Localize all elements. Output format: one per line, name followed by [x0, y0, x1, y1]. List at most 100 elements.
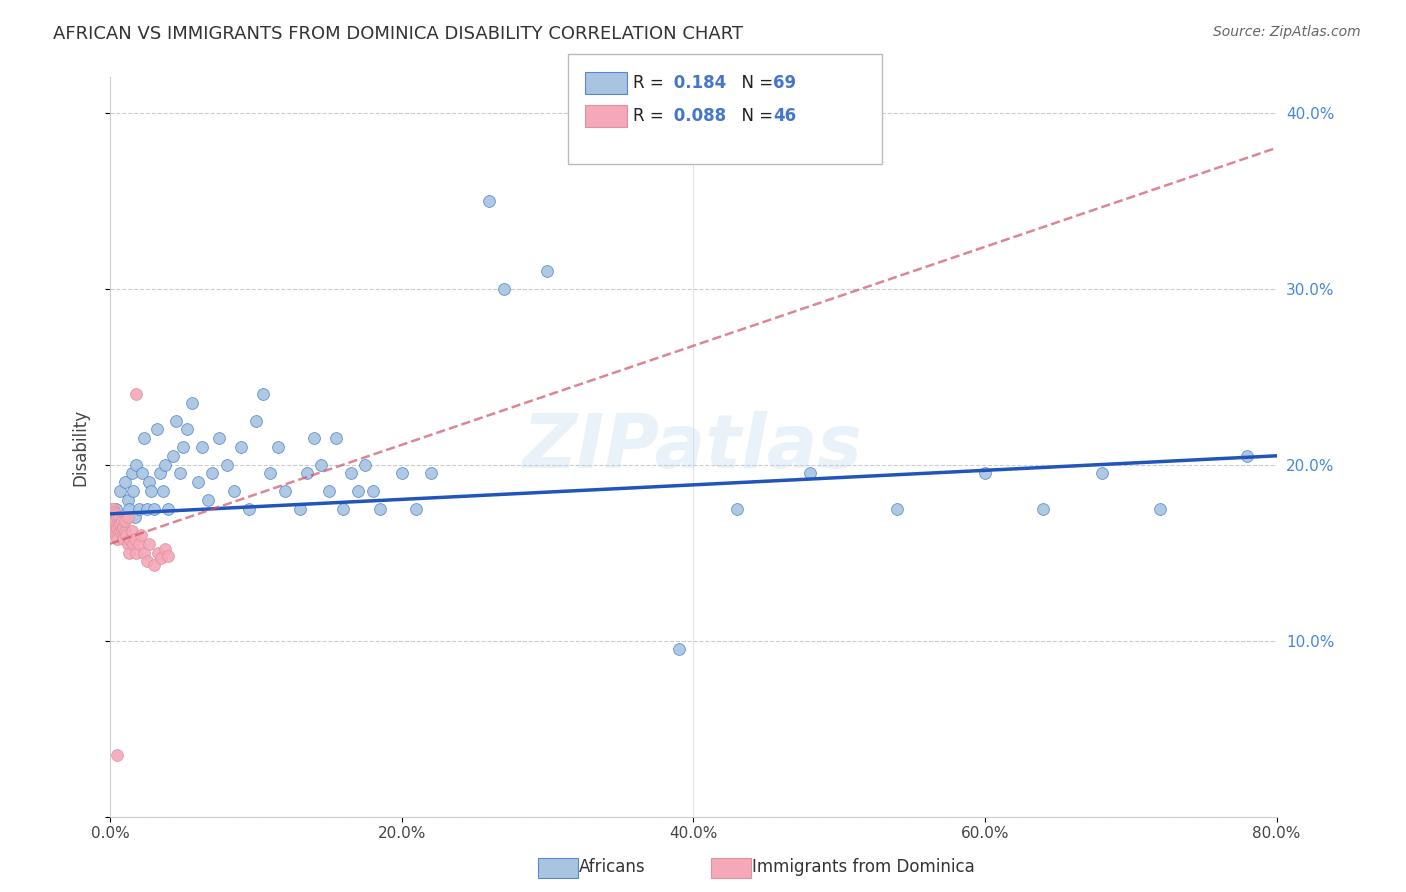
Point	[135, 501, 157, 516]
Point	[368, 501, 391, 516]
Text: Africans: Africans	[579, 858, 645, 876]
Point	[347, 483, 370, 498]
Point	[252, 387, 274, 401]
Point	[121, 524, 143, 539]
Point	[115, 528, 138, 542]
Point	[238, 501, 260, 516]
Point	[222, 483, 245, 498]
Point	[104, 528, 127, 542]
Point	[180, 396, 202, 410]
Point	[128, 537, 150, 551]
Point	[155, 458, 177, 472]
Point	[100, 501, 122, 516]
Point	[302, 431, 325, 445]
Point	[145, 422, 167, 436]
Point	[162, 449, 184, 463]
Point	[165, 414, 187, 428]
Point	[536, 264, 558, 278]
Point	[288, 501, 311, 516]
Text: N =: N =	[731, 107, 779, 125]
Point	[117, 537, 139, 551]
Point	[142, 501, 165, 516]
Point	[108, 519, 131, 533]
Point	[274, 483, 297, 498]
Point	[191, 440, 214, 454]
Point	[405, 501, 427, 516]
Point	[139, 483, 162, 498]
Point	[128, 501, 150, 516]
Point	[391, 467, 413, 481]
Point	[668, 642, 690, 657]
Point	[886, 501, 908, 516]
Point	[361, 483, 384, 498]
Point	[111, 514, 134, 528]
Point	[974, 467, 997, 481]
Point	[103, 505, 125, 519]
Point	[118, 546, 141, 560]
Point	[725, 501, 748, 516]
Point	[208, 431, 231, 445]
Point	[112, 532, 135, 546]
Point	[157, 549, 180, 563]
Point	[172, 440, 194, 454]
Text: AFRICAN VS IMMIGRANTS FROM DOMINICA DISABILITY CORRELATION CHART: AFRICAN VS IMMIGRANTS FROM DOMINICA DISA…	[53, 25, 744, 43]
Point	[135, 554, 157, 568]
Point	[150, 550, 173, 565]
Point	[122, 537, 145, 551]
Point	[155, 542, 177, 557]
Point	[259, 467, 281, 481]
Point	[148, 546, 170, 560]
Point	[267, 440, 290, 454]
Text: Immigrants from Dominica: Immigrants from Dominica	[752, 858, 974, 876]
Point	[1236, 449, 1258, 463]
Point	[149, 467, 172, 481]
Text: Source: ZipAtlas.com: Source: ZipAtlas.com	[1213, 25, 1361, 39]
Text: 46: 46	[773, 107, 796, 125]
Text: ZIPatlas: ZIPatlas	[523, 410, 863, 483]
Point	[121, 467, 143, 481]
Point	[157, 501, 180, 516]
Text: N =: N =	[731, 74, 779, 92]
Point	[114, 514, 136, 528]
Point	[142, 558, 165, 572]
Point	[101, 510, 124, 524]
Point	[1032, 501, 1054, 516]
Point	[103, 524, 125, 539]
Point	[325, 431, 347, 445]
Point	[1149, 501, 1171, 516]
Point	[354, 458, 377, 472]
Point	[132, 431, 155, 445]
Point	[108, 510, 131, 524]
Y-axis label: Disability: Disability	[72, 409, 89, 485]
Point	[197, 492, 219, 507]
Point	[176, 422, 198, 436]
Point	[112, 521, 135, 535]
Text: 0.184: 0.184	[668, 74, 725, 92]
Point	[125, 387, 148, 401]
Point	[295, 467, 318, 481]
Point	[117, 510, 139, 524]
Point	[100, 510, 122, 524]
Text: R =: R =	[633, 74, 669, 92]
Point	[105, 521, 128, 535]
Point	[215, 458, 238, 472]
Point	[132, 546, 155, 560]
Point	[231, 440, 253, 454]
Point	[112, 519, 135, 533]
Text: 69: 69	[773, 74, 796, 92]
Point	[104, 501, 127, 516]
Point	[169, 467, 191, 481]
Point	[104, 507, 127, 521]
Point	[114, 524, 136, 539]
Point	[100, 519, 122, 533]
Text: R =: R =	[633, 107, 669, 125]
Point	[311, 458, 333, 472]
Text: 0.088: 0.088	[668, 107, 725, 125]
Point	[478, 194, 501, 208]
Point	[318, 483, 340, 498]
Point	[111, 523, 134, 537]
Point	[138, 475, 160, 490]
Point	[124, 510, 146, 524]
Point	[103, 514, 125, 528]
Point	[125, 458, 148, 472]
